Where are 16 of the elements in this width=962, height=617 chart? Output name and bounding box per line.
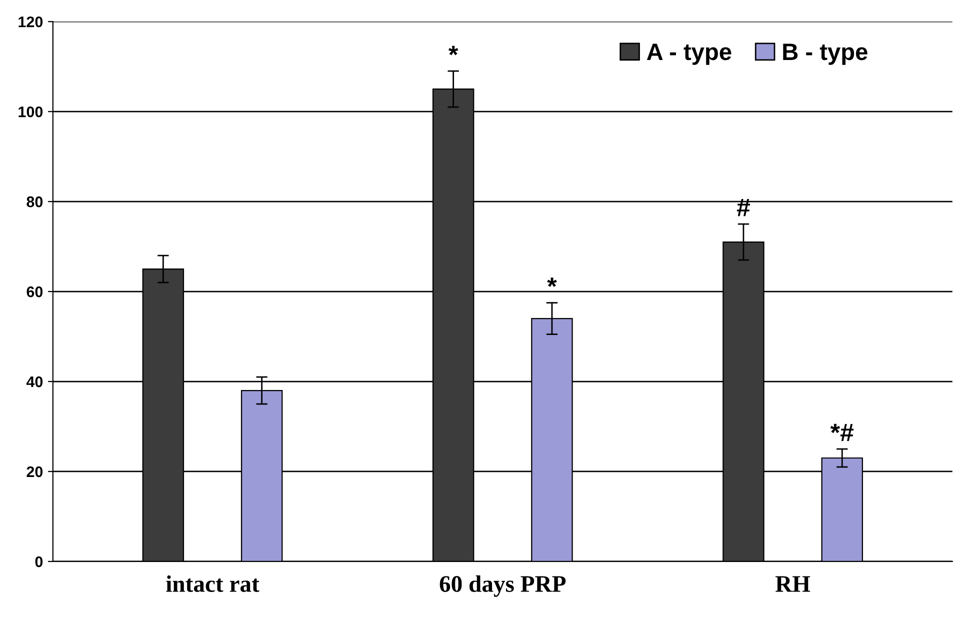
annotation: #: [736, 199, 750, 216]
x-tick-label: intact rat: [166, 575, 260, 592]
x-tick-label: 60 days PRP: [440, 575, 566, 597]
annotation: *: [547, 278, 557, 287]
y-tick-label: 40: [26, 376, 43, 388]
legend-label: B - type: [783, 44, 868, 65]
annotation: *#: [830, 424, 854, 442]
legend-label: A - type: [646, 44, 732, 65]
y-tick-label: 20: [26, 466, 43, 478]
y-tick-label: 100: [18, 106, 43, 118]
y-tick-label: 120: [18, 16, 43, 28]
y-tick-label: 0: [35, 556, 43, 568]
y-tick-label: 60: [26, 286, 43, 298]
x-tick-label: RH: [775, 576, 810, 592]
annotation: *: [448, 46, 458, 56]
y-tick-label: 80: [26, 196, 43, 208]
